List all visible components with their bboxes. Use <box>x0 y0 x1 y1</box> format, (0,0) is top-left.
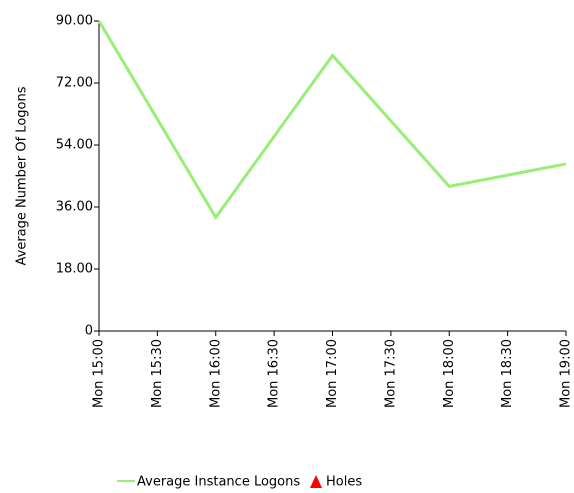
x-tick-label: Mon 18:30 <box>500 339 515 408</box>
x-tick-label: Mon 17:30 <box>383 339 398 408</box>
y-tick-label: 18.00 <box>56 262 93 277</box>
y-tick-label: 72.00 <box>56 76 93 91</box>
line <box>97 20 567 221</box>
y-tick-label: 36.00 <box>56 200 93 215</box>
y-tick-label: 54.00 <box>56 138 93 153</box>
legend-label: Average Instance Logons <box>137 475 300 490</box>
x-tick-label: Mon 19:00 <box>559 339 574 408</box>
y-tick-label: 90.00 <box>56 14 93 29</box>
x-tick-label: Mon 16:30 <box>267 339 282 408</box>
x-tick-label: Mon 15:30 <box>150 339 165 408</box>
x-tick-label: Mon 15:00 <box>92 339 107 408</box>
y-tick-label: 0 <box>85 324 93 339</box>
legend-swatch <box>310 475 322 488</box>
legend-label: Holes <box>326 475 362 490</box>
y-axis-label: Average Number Of Logons <box>15 86 30 265</box>
x-tick-label: Mon 16:00 <box>208 339 223 408</box>
x-tick-label: Mon 17:00 <box>325 339 340 408</box>
x-tick-label: Mon 18:00 <box>442 339 457 408</box>
